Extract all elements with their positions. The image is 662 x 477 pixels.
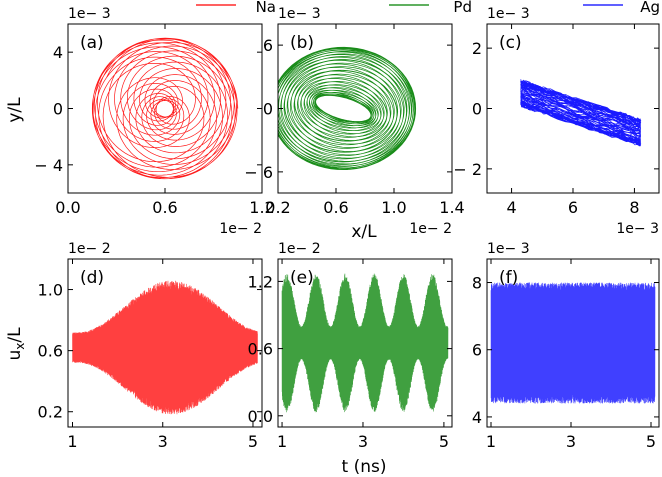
x-tick-label: 5 <box>439 432 449 451</box>
panel-label: (c) <box>499 33 522 53</box>
y-tick-label: 0.0 <box>248 407 273 426</box>
y-tick-label: 2 <box>472 39 482 58</box>
panel-f: 1 3 5 8 6 4 1e− 3 (f) <box>472 241 660 451</box>
y-tick-label: 8 <box>472 274 482 293</box>
y-tick-label: 4 <box>53 43 63 62</box>
series-line-ag <box>520 79 642 147</box>
xlabel-top: x/L <box>351 222 377 242</box>
axes-frame <box>277 258 453 428</box>
y-multiplier: 1e− 3 <box>278 6 321 22</box>
x-multiplier: 1e− 3 <box>616 221 659 237</box>
panel-label: (a) <box>80 33 104 53</box>
panel-a: 0.0 0.6 1.2 4 0 − 4 1e− 3 1e− 2 (a) <box>34 6 274 237</box>
series-line-ag <box>490 282 656 404</box>
x-tick-label: 4 <box>506 198 516 217</box>
panel-label: (d) <box>80 268 104 288</box>
x-tick-label: 0.6 <box>323 198 348 217</box>
y-multiplier: 1e− 3 <box>487 6 530 22</box>
x-tick-label: 1 <box>486 432 496 451</box>
x-tick-label: 0.2 <box>265 198 290 217</box>
y-tick-label: − 4 <box>34 156 63 175</box>
y-multiplier: 1e− 3 <box>487 241 530 257</box>
panel-e: 1 3 5 1.2 0.6 0.0 1e− 2 (e) <box>248 241 453 451</box>
series-line-pd <box>278 46 417 171</box>
y-tick-label: 0.6 <box>38 342 63 361</box>
panel-b: 0.2 0.6 1.0 1.4 6 0 − 6 1e− 3 1e− 2 (b) <box>244 6 464 237</box>
x-tick-label: 0.0 <box>55 198 80 217</box>
x-tick-label: 1 <box>67 432 77 451</box>
x-tick-label: 5 <box>248 432 258 451</box>
y-tick-label: 0.6 <box>248 340 273 359</box>
ylabel-top: y/L <box>5 97 25 123</box>
legend-label-na: Na <box>256 0 276 16</box>
x-tick-label: 6 <box>568 198 578 217</box>
series-line-na <box>72 280 258 415</box>
x-tick-label: 0.6 <box>152 198 177 217</box>
legend-label-pd: Pd <box>453 0 472 16</box>
y-tick-label: 1.2 <box>248 272 273 291</box>
ylabel-bottom-sub: x <box>13 343 27 350</box>
y-tick-label: 0 <box>53 100 63 119</box>
panel-label: (b) <box>290 33 314 53</box>
x-multiplier: 1e− 2 <box>219 221 262 237</box>
y-multiplier: 1e− 3 <box>68 6 111 22</box>
x-tick-label: 5 <box>646 432 656 451</box>
legend: Na Pd Ag <box>196 0 660 16</box>
y-tick-label: 0 <box>472 100 482 119</box>
x-tick-label: 1.2 <box>249 198 274 217</box>
y-tick-label: 6 <box>472 341 482 360</box>
y-tick-label: − 6 <box>244 163 273 182</box>
panel-label: (f) <box>499 268 518 288</box>
y-multiplier: 1e− 2 <box>68 241 111 257</box>
x-tick-label: 1 <box>277 432 287 451</box>
x-multiplier: 1e− 2 <box>409 221 452 237</box>
panel-d: 1 3 5 1.0 0.6 0.2 1e− 2 (d) <box>38 241 263 451</box>
series-line-pd <box>281 273 449 413</box>
y-tick-label: 1.0 <box>38 281 63 300</box>
axes-frame <box>67 258 263 428</box>
x-tick-label: 8 <box>629 198 639 217</box>
y-tick-label: − 2 <box>453 160 482 179</box>
y-multiplier: 1e− 2 <box>278 241 321 257</box>
ylabel-bottom: ux/L <box>5 327 27 361</box>
legend-label-ag: Ag <box>640 0 660 16</box>
y-tick-label: 4 <box>472 408 482 427</box>
xlabel-bottom: t (ns) <box>342 457 387 477</box>
y-tick-label: 0 <box>263 100 273 119</box>
ylabel-bottom-rest: /L <box>5 327 25 343</box>
x-tick-label: 3 <box>358 432 368 451</box>
x-tick-label: 3 <box>566 432 576 451</box>
axes-frame <box>486 258 660 428</box>
ylabel-bottom-u: u <box>5 350 25 361</box>
panel-label: (e) <box>290 268 314 288</box>
x-tick-label: 1.0 <box>381 198 406 217</box>
panel-c: 4 6 8 2 0 − 2 1e− 3 1e− 3 (c) <box>453 6 660 237</box>
x-tick-label: 3 <box>158 432 168 451</box>
series-line-na <box>91 37 239 180</box>
x-tick-label: 1.4 <box>439 198 464 217</box>
y-tick-label: 0.2 <box>38 403 63 422</box>
y-tick-label: 6 <box>263 36 273 55</box>
